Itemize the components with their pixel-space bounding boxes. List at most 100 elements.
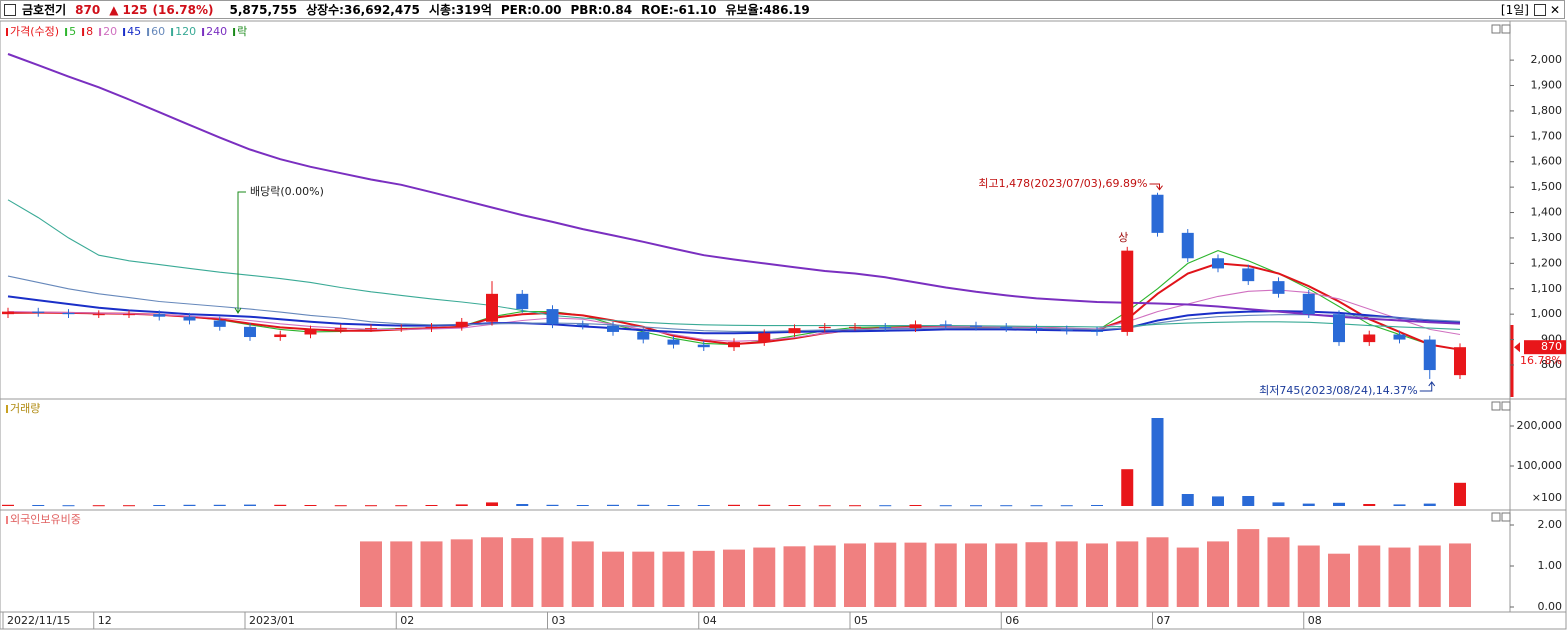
volume-bar — [183, 504, 196, 506]
change-sign: ▲ — [109, 2, 119, 17]
panel-button[interactable] — [1501, 512, 1511, 522]
legend-swatch — [6, 28, 8, 36]
x-tick-label: 06 — [1005, 614, 1019, 627]
candle-body — [1302, 293, 1315, 315]
high-annotation: 최고1,478(2023/07/03),69.89% — [978, 177, 1147, 190]
candle-body — [697, 344, 710, 348]
roe: ROE:-61.10 — [641, 2, 717, 17]
ratio-bar — [481, 537, 503, 607]
panel-button[interactable] — [1491, 24, 1501, 34]
change: 125 — [122, 2, 148, 17]
volume-bar — [818, 505, 831, 507]
volume-bar — [849, 505, 861, 507]
period[interactable]: [1일] — [1500, 3, 1529, 17]
panel-button[interactable] — [1491, 401, 1501, 411]
candle-body — [183, 316, 196, 321]
legend-label: 45 — [127, 25, 141, 38]
panel-button[interactable] — [1501, 24, 1511, 34]
legend-swatch — [171, 28, 174, 36]
y-tick-label: 1,200 — [1531, 256, 1563, 269]
low-arrow — [1419, 381, 1436, 392]
candle-body — [1181, 232, 1194, 259]
panel-button[interactable] — [1501, 401, 1511, 411]
y-tick-label: 200,000 — [1517, 419, 1563, 432]
ratio-bar — [995, 543, 1018, 607]
ratio-bar — [1237, 529, 1260, 607]
candle-body — [576, 324, 589, 326]
y-tick-label: 2,000 — [1531, 53, 1563, 66]
candle-body — [304, 329, 317, 335]
legend-label: 240 — [206, 25, 227, 38]
y-tick-label: 100,000 — [1517, 459, 1563, 472]
ratio-bar — [1116, 541, 1139, 607]
y-tick-label: 1,900 — [1531, 79, 1563, 92]
ratio-bar — [723, 549, 745, 607]
volume-bar — [244, 504, 256, 506]
candle-body — [1091, 330, 1103, 332]
candle-body — [849, 326, 861, 328]
candle-body — [667, 339, 680, 345]
legend-swatch — [202, 28, 205, 36]
close-button[interactable]: ✕ — [1549, 2, 1560, 17]
x-tick-label: 2022/11/15 — [7, 614, 70, 627]
candle-body — [425, 326, 438, 329]
volume: 5,875,755 — [229, 2, 298, 17]
candle-body — [1121, 250, 1134, 332]
ratio-bar — [1207, 541, 1229, 607]
low-annotation: 최저745(2023/08/24),14.37% — [1259, 384, 1418, 397]
ma-line — [7, 295, 1461, 335]
y-tick-label: 1,700 — [1531, 129, 1563, 142]
volume-bar — [667, 505, 680, 506]
candle-body — [1272, 281, 1285, 294]
panel-button[interactable] — [1491, 512, 1501, 522]
ratio-bar — [753, 547, 776, 607]
volume-bar — [1333, 502, 1345, 506]
high-arrow — [1149, 183, 1163, 191]
volume-bar — [788, 505, 801, 506]
volume-bar — [1302, 503, 1315, 506]
panel-label: 외국인보유비중 — [10, 513, 81, 526]
candle-body — [728, 342, 740, 348]
volume-bar — [546, 504, 559, 506]
volume-bar — [1181, 494, 1194, 506]
candle-body — [1030, 328, 1043, 330]
x-tick-label: 2023/01 — [249, 614, 295, 627]
candle-body — [455, 321, 468, 327]
ratio-bar — [1418, 545, 1441, 607]
market-cap: 시총:319억 — [428, 3, 492, 17]
y-tick-label: 1,800 — [1531, 104, 1563, 117]
volume-bar — [1091, 505, 1103, 506]
candle-body — [244, 326, 256, 338]
y-tick-label: 1.00 — [1538, 559, 1563, 572]
candle-body — [1363, 334, 1376, 343]
ratio-bar — [874, 542, 897, 607]
ratio-bar — [1086, 543, 1108, 607]
volume-bar — [274, 504, 287, 506]
candle-body — [62, 312, 75, 315]
ratio-bar — [844, 543, 866, 607]
volume-bar — [395, 505, 408, 507]
legend-label: 60 — [151, 25, 165, 38]
volume-bar — [365, 505, 377, 507]
ratio-bar — [390, 541, 413, 607]
volume-bar — [1454, 482, 1466, 506]
ex-dividend-annotation: 배당락(0.00%) — [250, 185, 324, 198]
checkbox[interactable] — [4, 3, 16, 16]
candle-body — [153, 314, 166, 317]
y-tick-label: 1,400 — [1531, 206, 1563, 219]
volume-bar — [879, 505, 892, 507]
candle-body — [818, 326, 831, 329]
maximize-button[interactable] — [1533, 3, 1546, 16]
candle-body — [788, 328, 801, 334]
volume-bar — [939, 505, 952, 507]
x-tick-label: 04 — [703, 614, 717, 627]
ma-line — [7, 275, 1461, 332]
candle-body — [637, 331, 650, 340]
candle-body — [486, 293, 498, 322]
y-tick-label: 1,500 — [1531, 180, 1563, 193]
candle-body — [92, 314, 105, 316]
legend-swatch — [65, 28, 68, 36]
candle-body — [1151, 194, 1164, 233]
tag-box — [1524, 340, 1566, 355]
